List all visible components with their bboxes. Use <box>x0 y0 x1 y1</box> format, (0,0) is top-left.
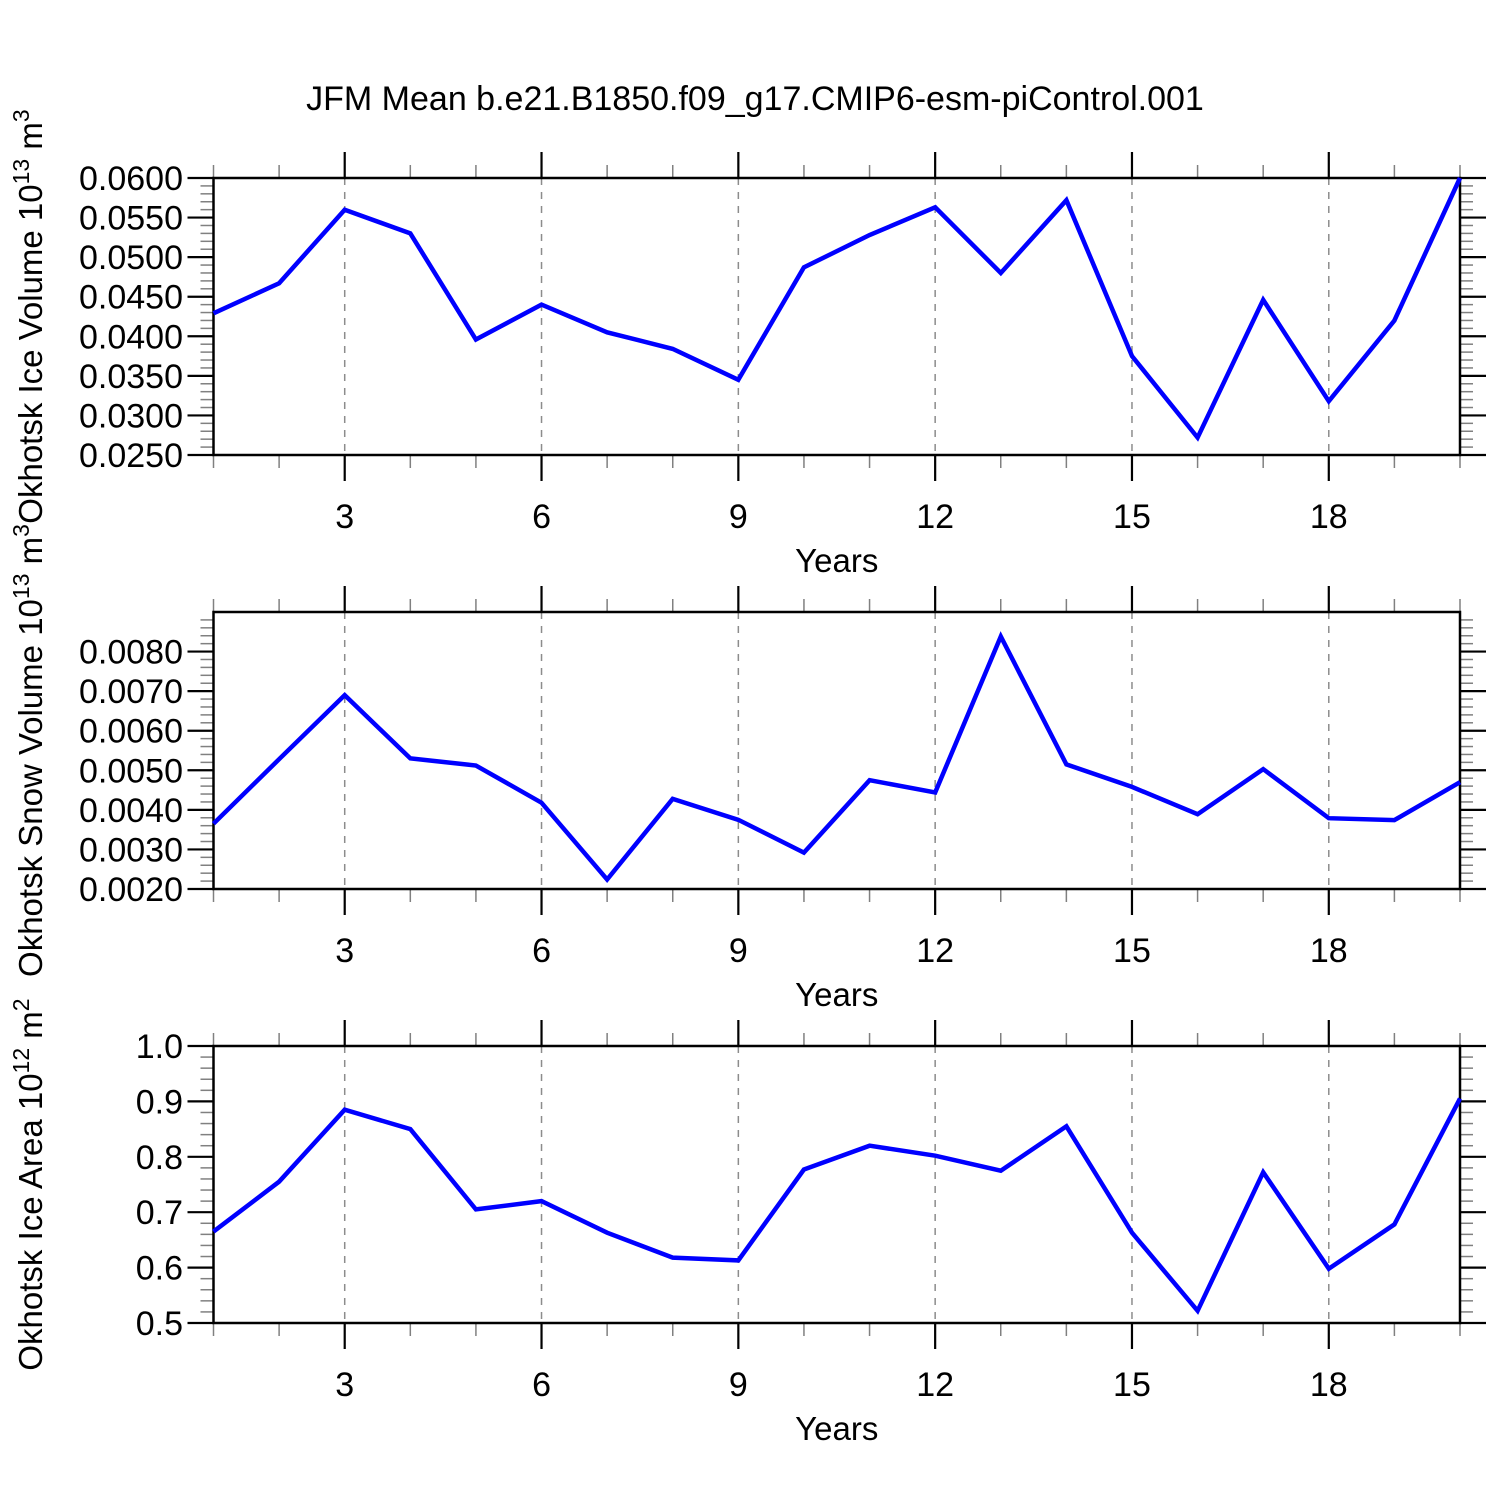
x-tick-label: 18 <box>1310 498 1348 536</box>
y-axis-title: Okhotsk Snow Volume 1013 m3 <box>8 524 49 977</box>
x-tick-label: 3 <box>335 1366 354 1404</box>
y-tick-label: 0.0030 <box>79 831 183 869</box>
x-tick-label: 9 <box>729 1366 748 1404</box>
y-tick-label: 0.0550 <box>79 200 183 238</box>
x-axis-title: Years <box>795 976 878 1013</box>
panel-snow-volume: 0.00200.00300.00400.00500.00600.00700.00… <box>8 524 1486 1013</box>
data-line <box>212 177 1463 442</box>
data-line <box>212 1097 1462 1315</box>
y-tick-label: 0.0070 <box>79 673 183 711</box>
y-tick-label: 1.0 <box>136 1028 183 1066</box>
x-tick-label: 6 <box>532 932 551 970</box>
x-tick-label: 18 <box>1310 1366 1348 1404</box>
y-tick-label: 0.0020 <box>79 871 183 909</box>
y-tick-label: 0.6 <box>136 1250 183 1288</box>
y-tick-label: 0.0060 <box>79 713 183 751</box>
x-tick-label: 9 <box>729 932 748 970</box>
y-tick-label: 0.7 <box>136 1194 183 1232</box>
y-tick-label: 0.0500 <box>79 239 183 277</box>
x-tick-label: 6 <box>532 1366 551 1404</box>
chart-title: JFM Mean b.e21.B1850.f09_g17.CMIP6-esm-p… <box>306 80 1204 118</box>
x-tick-label: 12 <box>916 1366 954 1404</box>
y-tick-label: 0.0400 <box>79 318 183 356</box>
x-tick-label: 15 <box>1113 932 1151 970</box>
panel-ice-volume: 0.02500.03000.03500.04000.04500.05000.05… <box>8 109 1486 579</box>
x-tick-label: 12 <box>916 932 954 970</box>
y-tick-label: 0.0450 <box>79 279 183 317</box>
panel-ice-area: 0.5 0.6 0.7 0.8 0.9 1.0 3 6 9 12 15 18 Years Okhotsk … <box>8 998 1486 1447</box>
x-axis-title: Years <box>795 542 878 579</box>
y-tick-label: 0.5 <box>136 1305 183 1343</box>
x-tick-label: 15 <box>1113 1366 1151 1404</box>
y-axis-title: Okhotsk Ice Area 1012 m2 <box>8 998 49 1370</box>
y-tick-label: 0.8 <box>136 1139 183 1177</box>
plot-frame <box>212 610 1462 891</box>
y-tick-label: 0.0040 <box>79 792 183 830</box>
x-tick-label: 12 <box>916 498 954 536</box>
y-tick-label: 0.0050 <box>79 752 183 790</box>
x-tick-label: 15 <box>1113 498 1151 536</box>
y-tick-label: 0.0080 <box>79 634 183 672</box>
x-tick-label: 9 <box>729 498 748 536</box>
plot-frame <box>212 176 1462 457</box>
x-tick-label: 6 <box>532 498 551 536</box>
y-tick-label: 0.0250 <box>79 437 183 475</box>
data-line <box>211 631 1462 884</box>
y-axis-title: Okhotsk Ice Volume 1013 m3 <box>8 109 49 523</box>
y-tick-label: 0.9 <box>136 1083 183 1121</box>
x-tick-label: 3 <box>335 498 354 536</box>
y-tick-label: 0.0300 <box>79 397 183 435</box>
x-tick-label: 3 <box>335 932 354 970</box>
x-axis-title: Years <box>795 1410 878 1447</box>
x-tick-label: 18 <box>1310 932 1348 970</box>
plot-frame <box>212 1044 1462 1325</box>
y-tick-label: 0.0600 <box>79 160 183 198</box>
y-tick-label: 0.0350 <box>79 358 183 396</box>
